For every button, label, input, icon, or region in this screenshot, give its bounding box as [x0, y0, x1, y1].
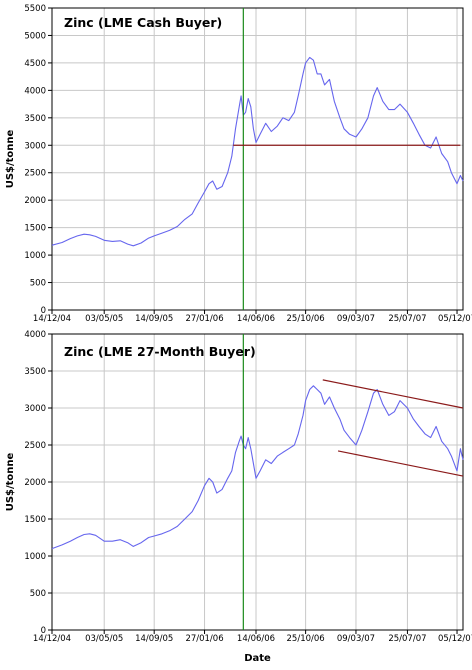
- x-tick-label: 05/12/07: [438, 314, 472, 324]
- plot-area: [52, 8, 463, 310]
- trendline: [337, 450, 464, 477]
- y-tick-label: 1000: [24, 251, 46, 261]
- y-tick-label: 3000: [24, 141, 46, 151]
- x-tick-label: 14/06/06: [237, 634, 275, 644]
- plot-border: [51, 333, 464, 631]
- y-tick-label: 1000: [24, 552, 46, 562]
- x-tick-label: 14/09/05: [135, 634, 173, 644]
- y-tick-label: 4000: [24, 330, 46, 340]
- y-tick-label: 500: [30, 279, 46, 289]
- x-tick-label: 03/05/05: [85, 634, 123, 644]
- y-tick-label: 1500: [24, 515, 46, 525]
- x-tick-label: 25/10/06: [287, 314, 325, 324]
- y-tick-label: 2000: [24, 196, 46, 206]
- chart-title: Zinc (LME 27-Month Buyer): [64, 344, 256, 359]
- y-tick-label: 2000: [24, 478, 46, 488]
- y-tick-label: 2500: [24, 169, 46, 179]
- x-tick-label: 27/01/06: [185, 634, 223, 644]
- y-tick-label: 2500: [24, 441, 46, 451]
- x-tick-label: 25/07/07: [388, 314, 426, 324]
- x-tick-label: 14/12/04: [33, 634, 71, 644]
- series-line-1: [51, 56, 464, 247]
- y-tick-label: 5500: [24, 4, 46, 14]
- y-axis-label: US$/tonne: [5, 129, 16, 188]
- y-tick-label: 0: [41, 306, 46, 316]
- y-tick-label: 4000: [24, 86, 46, 96]
- x-tick-label: 27/01/06: [185, 314, 223, 324]
- x-tick-label: 03/05/05: [85, 314, 123, 324]
- chart-panel-2: 0 500 1000 1500 2000 2500 3000 3500 4000 14/12/04…: [5, 330, 472, 664]
- x-tick-label: 25/07/07: [388, 634, 426, 644]
- y-tick-label: 1500: [24, 224, 46, 234]
- trendline: [322, 379, 464, 409]
- y-tick-label: 0: [41, 626, 46, 636]
- y-tick-label: 3000: [24, 404, 46, 414]
- y-tick-label: 500: [30, 589, 46, 599]
- y-tick-label: 4500: [24, 59, 46, 69]
- x-tick-label: 09/03/07: [337, 314, 375, 324]
- x-tick-label: 14/12/04: [33, 314, 71, 324]
- y-tick-label: 3500: [24, 367, 46, 377]
- x-tick-label: 25/10/06: [287, 634, 325, 644]
- x-tick-label: 14/06/06: [237, 314, 275, 324]
- x-tick-label: 09/03/07: [337, 634, 375, 644]
- x-tick-label: 05/12/07: [438, 634, 472, 644]
- x-axis-label: Date: [244, 653, 271, 664]
- series-line-1: [51, 385, 464, 550]
- chart-title: Zinc (LME Cash Buyer): [64, 15, 222, 30]
- y-tick-label: 3500: [24, 114, 46, 124]
- y-axis-label: US$/tonne: [5, 452, 16, 511]
- x-tick-label: 14/09/05: [135, 314, 173, 324]
- chart-panel-1: 0 500 1000 1500 2000 2500 3000 3500 4000 4500 5000…: [5, 4, 472, 324]
- plot-border: [51, 7, 464, 311]
- y-tick-label: 5000: [24, 31, 46, 41]
